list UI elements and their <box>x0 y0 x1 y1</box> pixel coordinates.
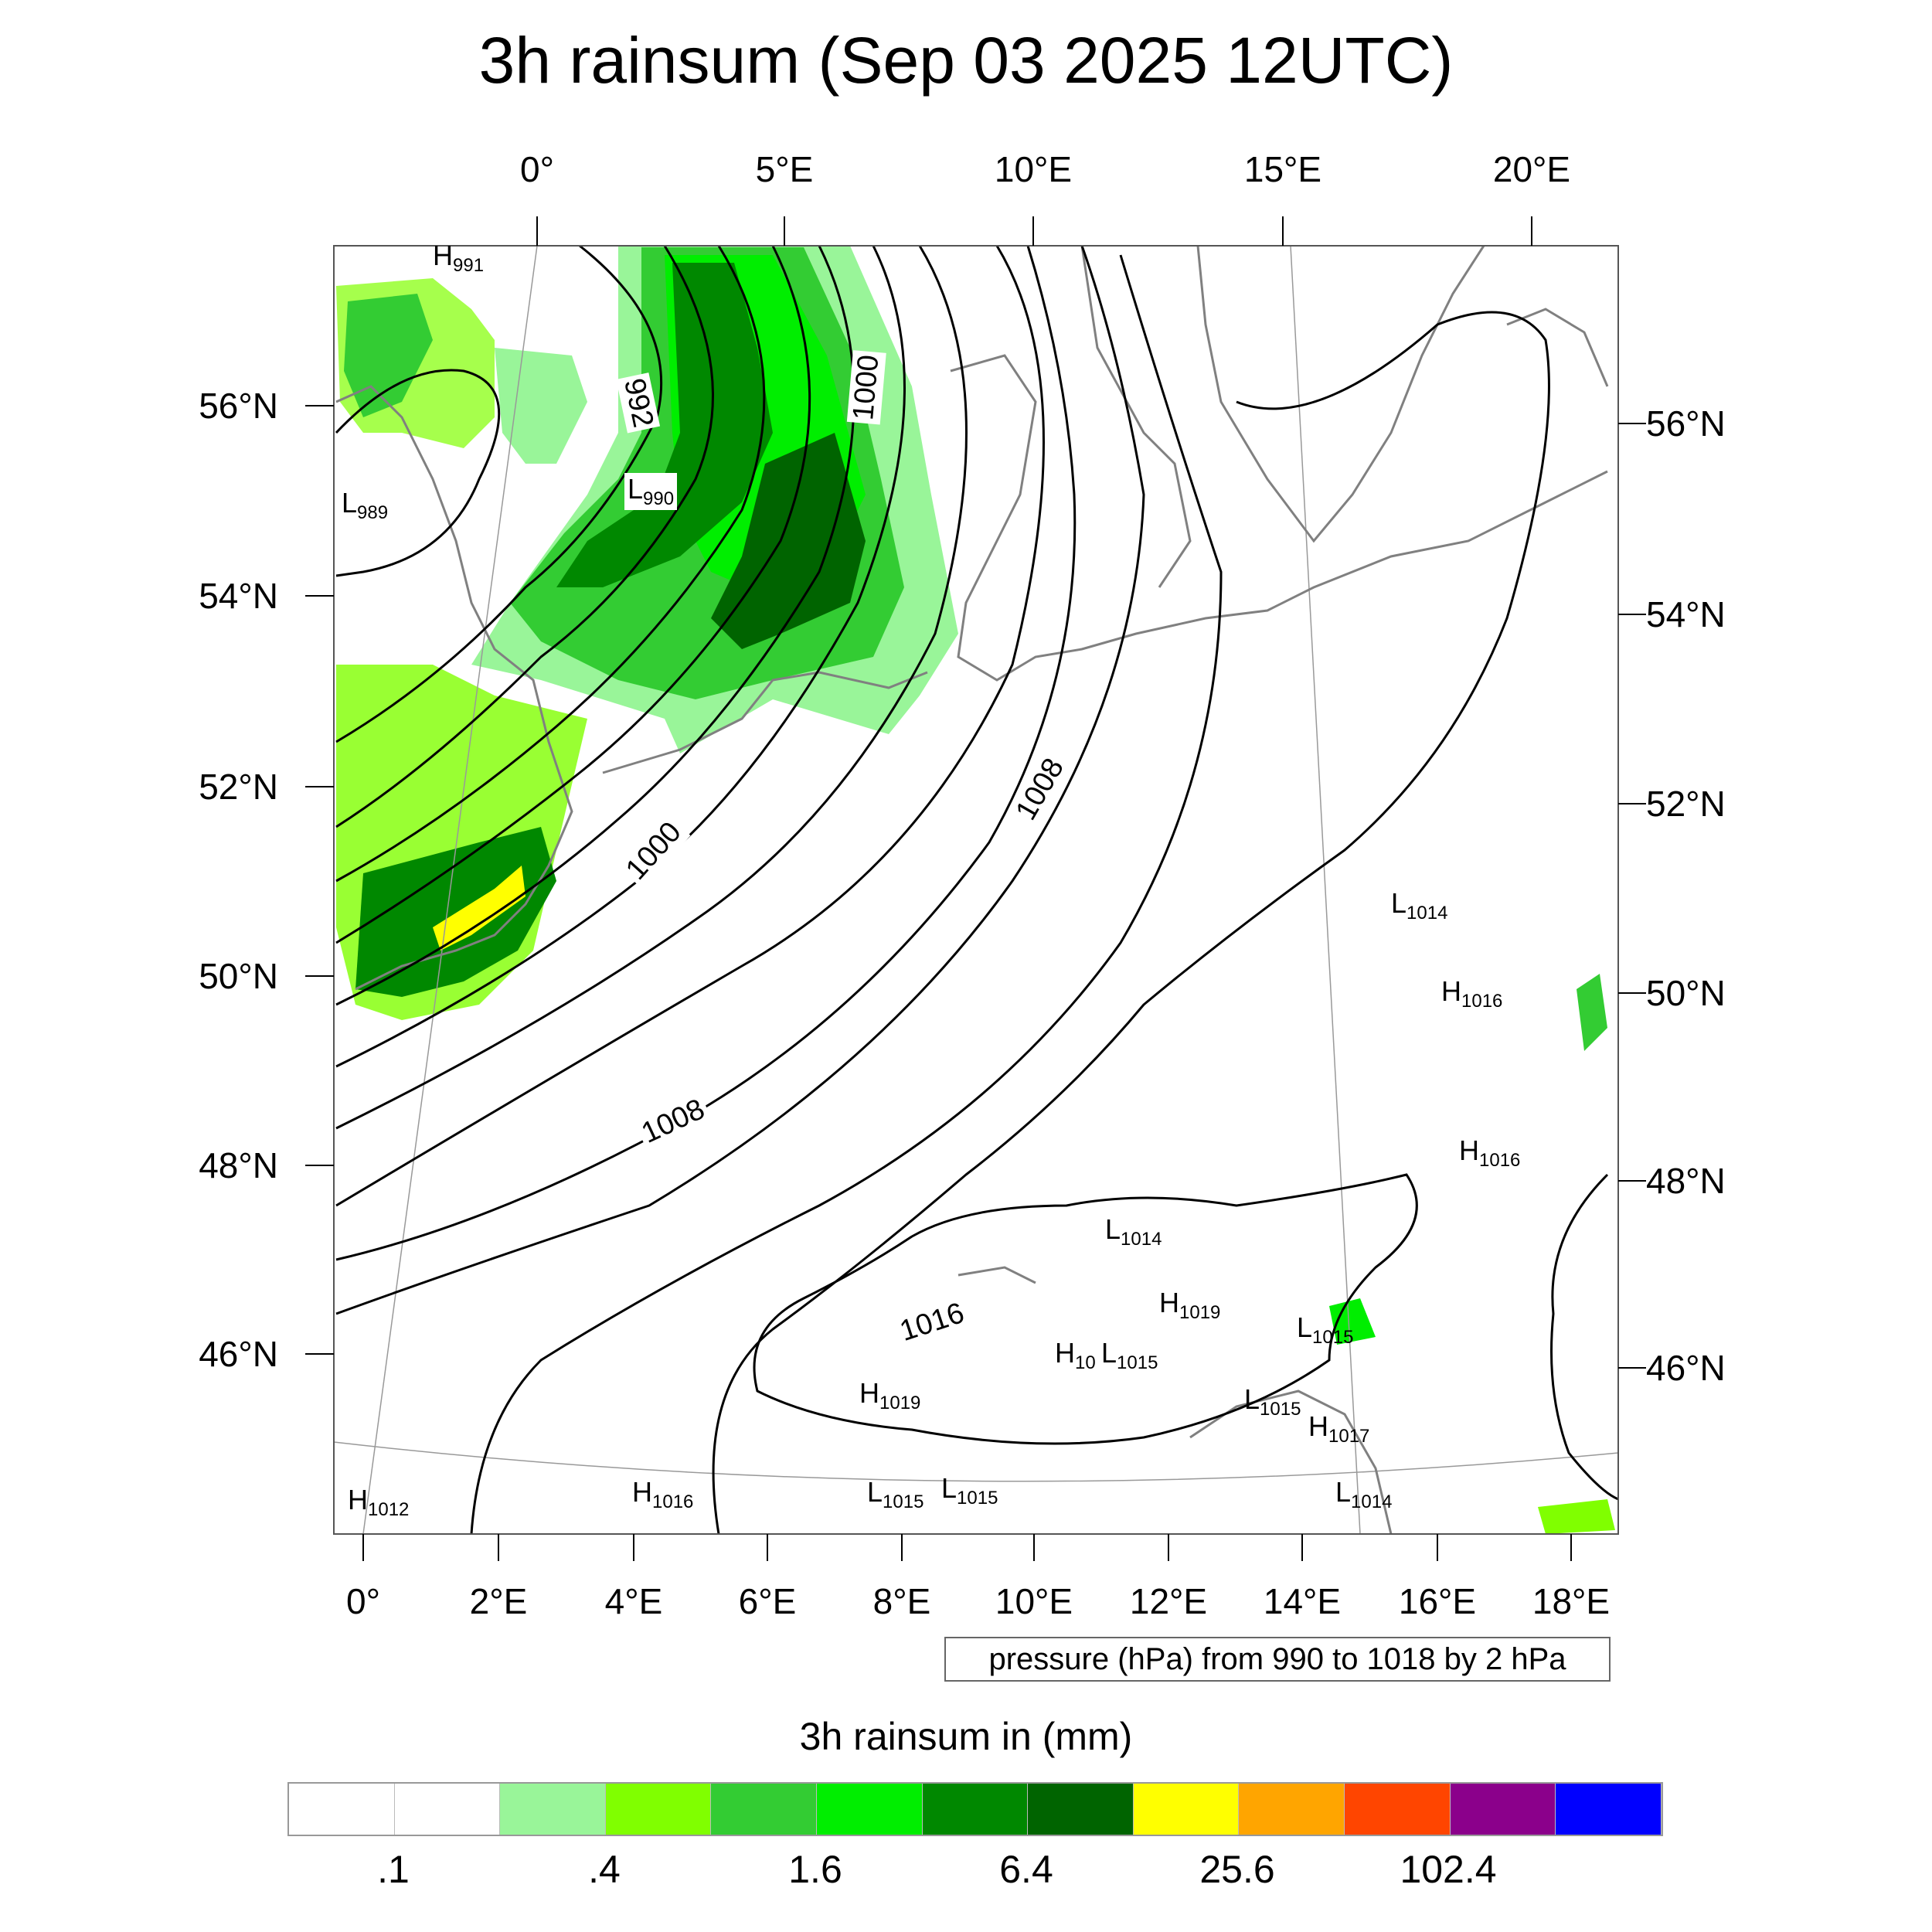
top-lon-tick: 5°E <box>755 149 814 189</box>
tick-marks <box>305 216 1646 1561</box>
contour-1014 <box>712 311 1550 1535</box>
colorbar-swatch <box>922 1784 1029 1835</box>
bottom-lon-tick: 0° <box>346 1581 380 1621</box>
contour-label: 1000 <box>846 350 886 425</box>
colorbar-swatch <box>394 1784 501 1835</box>
right-lat-tick: 48°N <box>1646 1161 1726 1201</box>
pressure-contour-note: pressure (hPa) from 990 to 1018 by 2 hPa <box>944 1637 1611 1682</box>
top-lon-tick: 15°E <box>1243 149 1322 189</box>
colorbar-swatch <box>289 1784 395 1835</box>
pressure-center: L1015 <box>1244 1383 1301 1420</box>
left-lat-tick: 52°N <box>199 767 278 807</box>
bottom-lon-tick: 6°E <box>738 1581 797 1621</box>
contour-996 <box>335 245 766 883</box>
top-lon-tick: 20°E <box>1492 149 1571 189</box>
right-lat-tick: 50°N <box>1646 973 1726 1013</box>
right-lat-tick: 46°N <box>1646 1348 1726 1388</box>
colorbar-label: 25.6 <box>1199 1848 1275 1891</box>
left-lat-tick: 46°N <box>199 1334 278 1374</box>
right-lat-tick: 54°N <box>1646 594 1726 634</box>
colorbar-label: .1 <box>377 1848 410 1891</box>
bottom-lon-tick: 16°E <box>1398 1581 1477 1621</box>
colorbar-swatch <box>1556 1784 1662 1835</box>
pressure-center: L1015 <box>1101 1337 1158 1374</box>
pressure-center: H1016 <box>1441 975 1503 1012</box>
pressure-center: H1019 <box>1159 1287 1221 1324</box>
rain-east-europe-small1 <box>1577 974 1607 1051</box>
bottom-lon-tick: 8°E <box>872 1581 931 1621</box>
pressure-center: L1015 <box>1297 1311 1354 1349</box>
right-lat-tick: 52°N <box>1646 784 1726 824</box>
rain-uk-top-right <box>495 348 587 464</box>
pressure-center: H1016 <box>632 1476 694 1513</box>
rain-bottom-right <box>1538 1499 1615 1534</box>
colorbar-title: 3h rainsum in (mm) <box>799 1715 1133 1758</box>
left-lat-tick: 56°N <box>199 386 278 426</box>
contour-1008 <box>335 245 1077 1261</box>
colorbar-swatch <box>1450 1784 1556 1835</box>
pressure-center: L990 <box>624 473 678 511</box>
colorbar-swatch <box>1028 1784 1134 1835</box>
colorbar-swatch <box>1239 1784 1345 1835</box>
pressure-center: L1014 <box>1391 887 1448 924</box>
pressure-center: H991 <box>433 240 485 277</box>
pressure-center: H1012 <box>348 1484 410 1521</box>
rain-channel-yellow <box>433 866 526 951</box>
left-lat-tick: 50°N <box>199 956 278 996</box>
contour-998 <box>335 245 811 944</box>
left-lat-tick: 48°N <box>199 1145 278 1185</box>
bottom-lon-tick: 18°E <box>1532 1581 1611 1621</box>
colorbar-swatch <box>1133 1784 1240 1835</box>
rain-uk-northwest-dark <box>344 294 433 417</box>
colorbar-swatch <box>1344 1784 1451 1835</box>
rain-band-dark2 <box>711 433 866 649</box>
contour-1012 <box>470 254 1223 1535</box>
colorbar-swatch <box>500 1784 606 1835</box>
rain-adriatic-small <box>1329 1298 1376 1345</box>
pressure-center: H1017 <box>1308 1410 1370 1447</box>
bottom-lon-tick: 12°E <box>1129 1581 1208 1621</box>
contour-1016 <box>753 1173 1418 1445</box>
bottom-lon-tick: 10°E <box>995 1581 1073 1621</box>
top-lon-tick: 0° <box>520 149 554 189</box>
right-lat-tick: 56°N <box>1646 403 1726 444</box>
colorbar-label: .4 <box>588 1848 621 1891</box>
rain-field <box>336 246 1615 1534</box>
pressure-center: L1014 <box>1105 1213 1162 1250</box>
pressure-center: H1019 <box>859 1377 921 1414</box>
colorbar-label: 102.4 <box>1400 1848 1497 1891</box>
contour-1016-e <box>1550 1173 1619 1501</box>
left-lat-tick: 54°N <box>199 576 278 616</box>
pressure-center: L989 <box>342 487 389 524</box>
bottom-lon-tick: 4°E <box>604 1581 663 1621</box>
colorbar <box>287 1782 1663 1836</box>
top-lon-tick: 10°E <box>994 149 1073 189</box>
contour-1006 <box>335 245 1045 1207</box>
contour-989 <box>335 369 501 577</box>
bottom-lon-tick: 2°E <box>469 1581 528 1621</box>
pressure-contours <box>335 244 1619 1535</box>
rain-north-sea-dark <box>556 263 773 587</box>
bottom-lon-tick: 14°E <box>1263 1581 1342 1621</box>
colorbar-swatch <box>605 1784 712 1835</box>
graticule <box>333 245 1619 1535</box>
contour-994 <box>335 245 714 828</box>
pressure-center: L1015 <box>941 1472 998 1509</box>
rain-channel <box>355 827 556 997</box>
colorbar-label: 6.4 <box>999 1848 1053 1891</box>
contour-1004 <box>335 245 968 1130</box>
pressure-center: H10 <box>1055 1337 1096 1374</box>
pressure-center: L1015 <box>867 1476 924 1513</box>
contour-992 <box>335 244 663 743</box>
contour-1010 <box>335 245 1145 1315</box>
colorbar-swatch <box>816 1784 923 1835</box>
pressure-center: L1014 <box>1335 1476 1393 1513</box>
map-frame <box>333 245 1619 1535</box>
colorbar-label: 1.6 <box>788 1848 842 1891</box>
colorbar-swatch <box>711 1784 817 1835</box>
map-title: 3h rainsum (Sep 03 2025 12UTC) <box>478 24 1454 97</box>
pressure-center: H1016 <box>1459 1134 1521 1172</box>
contour-1002 <box>335 245 906 1068</box>
